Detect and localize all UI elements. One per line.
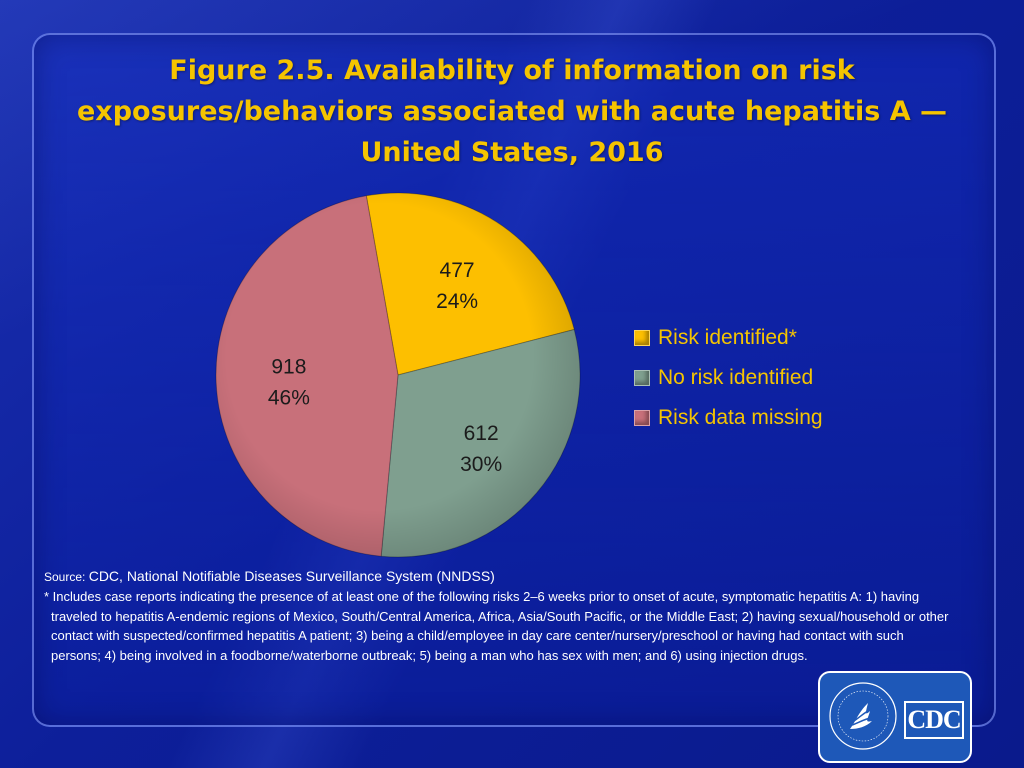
legend-item-risk-data-missing: Risk data missing <box>634 398 823 438</box>
source-prefix: Source: <box>44 570 89 584</box>
chart-title: Figure 2.5. Availability of information … <box>76 55 948 168</box>
legend-swatch <box>634 410 650 426</box>
footnote: * Includes case reports indicating the p… <box>44 589 949 663</box>
slice-percent-label: 46% <box>268 386 310 409</box>
cdc-logo: CDC <box>818 671 972 763</box>
source-text: CDC, National Notifiable Diseases Survei… <box>88 568 495 584</box>
slice-percent-label: 24% <box>436 290 478 313</box>
legend-item-risk-identified: Risk identified* <box>634 318 823 358</box>
legend-swatch <box>634 370 650 386</box>
legend-item-no-risk-identified: No risk identified <box>634 358 823 398</box>
legend-label: Risk data missing <box>658 406 823 429</box>
slice-value-label: 918 <box>271 355 306 378</box>
legend: Risk identified* No risk identified Risk… <box>634 318 823 438</box>
legend-label: No risk identified <box>658 366 814 389</box>
source-line: Source: CDC, National Notifiable Disease… <box>44 568 944 584</box>
legend-label: Risk identified* <box>658 326 797 349</box>
slice-value-label: 477 <box>440 259 475 282</box>
pie-slice-risk-data-missing <box>215 195 399 557</box>
slice-value-label: 612 <box>464 422 499 445</box>
slice-percent-label: 30% <box>460 453 502 476</box>
cdc-wordmark: CDC <box>904 701 964 739</box>
legend-swatch <box>634 330 650 346</box>
hhs-eagle-icon <box>829 682 897 750</box>
